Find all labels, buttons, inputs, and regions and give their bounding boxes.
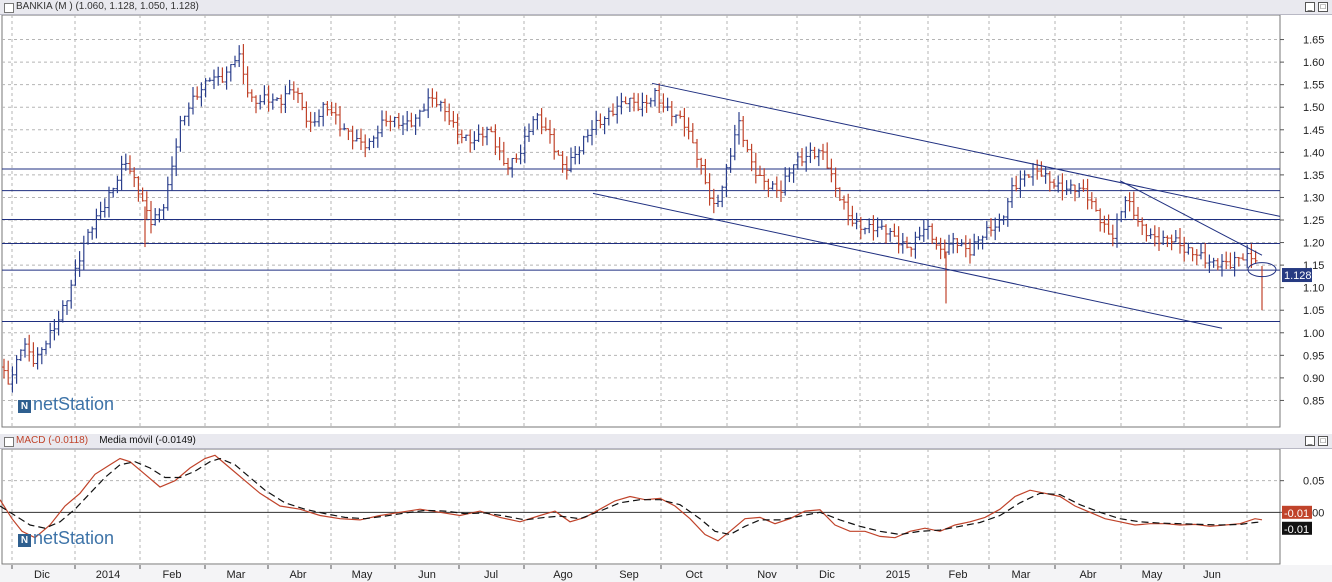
series-line (0, 454, 1263, 542)
y-tick-label: 1.20 (1303, 238, 1324, 250)
moving-average-legend: Media móvil (-0.0149) (99, 435, 196, 446)
minimize-icon[interactable]: _ (1305, 2, 1315, 12)
y-tick-label: 1.45 (1303, 125, 1324, 137)
y-tick-label: 1.40 (1303, 147, 1324, 159)
panel-checkbox[interactable] (4, 3, 14, 13)
y-tick-label: 0.90 (1303, 373, 1324, 385)
x-tick-label: Nov (757, 569, 777, 581)
x-tick-label: 2014 (96, 569, 120, 581)
x-tick-label: Dic (34, 569, 50, 581)
last-price-box (1282, 268, 1312, 283)
average-value-label: -0.01 (1284, 524, 1309, 536)
netstation-logo-text: netStation (33, 394, 115, 414)
x-tick-label: 2015 (886, 569, 910, 581)
y-tick-label: 1.10 (1303, 283, 1324, 295)
netstation-logo-mark: N (18, 534, 31, 547)
y-tick-label: 1.60 (1303, 57, 1324, 69)
x-tick-label: Ago (553, 569, 573, 581)
trendline (651, 82, 1281, 217)
x-tick-label: Sep (619, 569, 639, 581)
x-tick-label: Jul (484, 569, 498, 581)
x-tick-label: Oct (685, 569, 702, 581)
y-tick-label: 1.00 (1303, 328, 1324, 340)
price-panel-title: BANKIA (M ) (1.060, 1.128, 1.050, 1.128) (16, 1, 199, 12)
y-tick-label: 1.55 (1303, 80, 1324, 92)
ellipse-marker (1247, 262, 1277, 278)
plot-frame (1, 15, 1281, 428)
x-axis: Dic 2014 Feb Mar Abr May Jun Jul Ago Sep Oct Nov Dic… (0, 565, 1332, 582)
y-tick-label: 0.85 (1303, 395, 1324, 407)
maximize-icon[interactable]: □ (1318, 2, 1328, 12)
price-panel-titlebar: BANKIA (M ) (1.060, 1.128, 1.050, 1.128)… (0, 0, 1332, 15)
y-tick-label: 1.05 (1303, 305, 1324, 317)
x-tick-label: May (352, 569, 373, 581)
y-tick-label: 1.65 (1303, 35, 1324, 47)
trendline (592, 192, 1223, 329)
macd-panel-title: MACD (-0.0118) Media móvil (-0.0149) (16, 435, 196, 446)
y-tick-label: 0.95 (1303, 350, 1324, 362)
x-tick-label: Feb (949, 569, 968, 581)
minimize-icon[interactable]: _ (1305, 436, 1315, 446)
macd-legend: MACD (-0.0118) (16, 435, 89, 446)
y-tick-label: 0.05 (1303, 476, 1324, 488)
macd-value-box (1282, 505, 1312, 519)
x-tick-label: Jun (418, 569, 436, 581)
x-tick-label: Feb (163, 569, 182, 581)
x-tick-label: Jun (1203, 569, 1221, 581)
x-tick-label: Abr (289, 569, 306, 581)
y-tick-label: 1.50 (1303, 102, 1324, 114)
average-value-box (1282, 521, 1312, 535)
x-tick-label: Abr (1079, 569, 1096, 581)
x-tick-label: Mar (1012, 569, 1031, 581)
macd-chart: 0.050.00-0.01-0.01 (0, 449, 1324, 565)
y-tick-label: 1.30 (1303, 192, 1324, 204)
macd-panel-titlebar: MACD (-0.0118) Media móvil (-0.0149) _ □ (0, 434, 1332, 449)
maximize-icon[interactable]: □ (1318, 436, 1328, 446)
macd-value-label: -0.01 (1284, 508, 1309, 520)
y-tick-label: 0.00 (1303, 507, 1324, 519)
plot-frame (1, 449, 1281, 565)
x-axis-background (0, 565, 1332, 582)
panel-checkbox[interactable] (4, 437, 14, 447)
y-tick-label: 1.35 (1303, 170, 1324, 182)
series-line (0, 457, 1263, 536)
price-chart: 0.850.900.951.001.051.101.151.201.251.30… (1, 15, 1324, 428)
y-tick-label: 1.25 (1303, 215, 1324, 227)
x-tick-label: Mar (227, 569, 246, 581)
last-price-label: 1.128 (1284, 270, 1312, 282)
trendline (1119, 180, 1263, 256)
netstation-logo-text: netStation (33, 528, 115, 548)
x-tick-label: May (1142, 569, 1163, 581)
netstation-logo-mark: N (18, 400, 31, 413)
x-tick-label: Dic (819, 569, 835, 581)
